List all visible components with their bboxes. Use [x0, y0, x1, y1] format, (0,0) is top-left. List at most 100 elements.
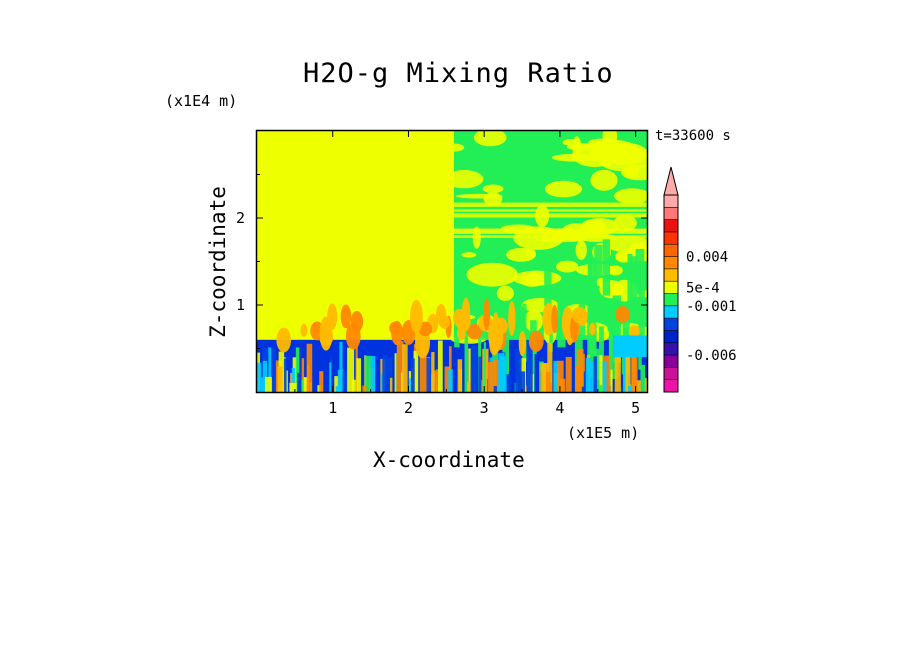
- x-tick-label: 3: [480, 399, 489, 417]
- plume-streak: [545, 382, 552, 392]
- texture-streak: [544, 255, 552, 307]
- plume-streak: [354, 346, 358, 392]
- plume-streak: [640, 364, 646, 392]
- texture-streak: [502, 316, 510, 375]
- texture-streak: [635, 248, 645, 286]
- colorbar-segment: [664, 268, 678, 282]
- plume-streak: [271, 347, 276, 392]
- plume-streak: [575, 365, 582, 392]
- plume-streak: [303, 377, 309, 392]
- texture-streak: [630, 256, 638, 319]
- plume-streak: [557, 360, 564, 392]
- thermal: [589, 322, 596, 336]
- plume-streak: [468, 348, 472, 392]
- thermal: [508, 300, 516, 336]
- thermal: [467, 323, 483, 340]
- plume-streak: [268, 347, 272, 392]
- texture-streak: [602, 239, 610, 296]
- thermal: [319, 316, 333, 351]
- colorbar-segment: [664, 256, 678, 269]
- thermal: [435, 303, 447, 326]
- y-tick-label: 1: [236, 296, 245, 314]
- texture-blob: [520, 274, 545, 287]
- plot-frame: [255, 129, 649, 394]
- x-axis: 1 2 3 4 5: [294, 131, 640, 417]
- plume-streak: [319, 371, 324, 392]
- plume-streak: [515, 348, 522, 392]
- texture-band: [453, 213, 647, 218]
- texture-band: [453, 235, 647, 238]
- plume-streak: [389, 377, 393, 392]
- region-upper-left-uniform: [257, 131, 454, 340]
- plume-streak: [644, 377, 647, 392]
- thermal: [518, 330, 526, 357]
- colorbar-segment: [664, 195, 678, 208]
- plume-streak: [457, 359, 463, 392]
- plume-streak: [444, 366, 451, 392]
- colorbar-tick-label: -0.001: [686, 299, 737, 315]
- plume-streak: [387, 357, 393, 392]
- texture-blob: [466, 262, 518, 287]
- colorbar-tick-label: -0.006: [686, 348, 737, 364]
- x-tick-label: 4: [555, 399, 564, 417]
- plume-streak: [602, 360, 607, 392]
- colorbar-segment: [664, 379, 678, 392]
- colorbar-segment: [664, 281, 678, 294]
- plume-streak: [526, 341, 533, 392]
- thermal: [391, 320, 403, 346]
- plume-streak: [437, 340, 443, 392]
- texture-blob: [506, 247, 537, 262]
- plume-streak: [614, 352, 621, 392]
- plume-streak: [306, 343, 313, 392]
- thermal: [418, 321, 433, 337]
- plume-streak: [356, 358, 362, 392]
- plume-streak: [289, 383, 297, 392]
- plume-streak: [467, 381, 471, 392]
- x-tick-label: 2: [404, 399, 413, 417]
- y-axis: 12: [236, 174, 647, 349]
- plume-streak: [260, 377, 265, 392]
- colorbar-segment: [664, 342, 678, 356]
- plume-streak: [499, 356, 507, 392]
- plume-streak: [334, 376, 339, 392]
- x-axis-unit: (x1E5 m): [567, 424, 640, 442]
- plume-streak: [610, 369, 613, 392]
- texture-blob: [555, 260, 579, 273]
- texture-band: [453, 202, 647, 207]
- plume-streak: [628, 385, 635, 392]
- plume-streak: [257, 362, 262, 392]
- plume-streak: [531, 350, 535, 392]
- y-tick-label: 2: [236, 209, 245, 227]
- plume-streak: [291, 367, 296, 392]
- y-axis-unit: (x1E4 m): [165, 92, 238, 110]
- plume-streak: [553, 360, 559, 392]
- texture-streak: [454, 326, 460, 348]
- colorbar: 0.004 5e-4 -0.001 -0.006: [663, 166, 737, 393]
- texture-blob: [562, 138, 579, 146]
- colorbar-segment: [664, 219, 678, 232]
- plume-streak: [565, 356, 572, 392]
- texture-blob: [575, 240, 587, 260]
- thermal: [483, 298, 490, 331]
- plume-streak: [604, 355, 611, 392]
- plume-streak: [493, 359, 500, 392]
- texture-blob: [590, 169, 618, 191]
- x-tick-label: 5: [631, 399, 640, 417]
- texture-blob: [613, 214, 637, 232]
- texture-streak: [627, 253, 633, 315]
- plume-streak: [370, 355, 376, 392]
- thermal: [628, 325, 640, 339]
- plume-streak: [362, 385, 367, 392]
- plume-streak: [483, 342, 486, 392]
- plume-streak: [301, 358, 305, 392]
- thermal: [276, 327, 292, 353]
- thermal: [456, 327, 466, 340]
- plume-streak: [425, 357, 433, 392]
- plume-streak: [581, 386, 588, 392]
- texture-streak: [594, 245, 603, 277]
- heatmap-field: [257, 131, 647, 392]
- plume-streak: [277, 366, 283, 392]
- plume-streak: [419, 341, 427, 392]
- texture-band: [453, 229, 647, 234]
- thermal: [452, 308, 467, 328]
